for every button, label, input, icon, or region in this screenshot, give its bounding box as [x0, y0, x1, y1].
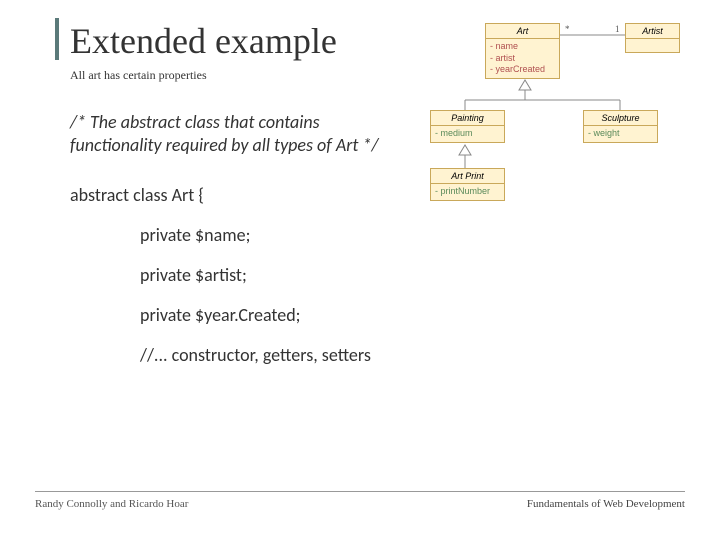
code-line-2: private $name; — [140, 224, 670, 246]
uml-artprint-box: Art Print - printNumber — [430, 168, 505, 201]
accent-bar — [55, 18, 59, 60]
uml-art-attrs: - name - artist - yearCreated — [486, 39, 559, 78]
footer-left: Randy Connolly and Ricardo Hoar — [35, 498, 188, 510]
code-line-3: private $artist; — [140, 264, 670, 286]
uml-painting-box: Painting - medium — [430, 110, 505, 143]
slide: Extended example All art has certain pro… — [0, 0, 720, 540]
assoc-left-label: * — [565, 24, 570, 34]
footer-right: Fundamentals of Web Development — [527, 498, 685, 510]
uml-painting-title: Painting — [431, 111, 504, 126]
code-comment: /* The abstract class that contains func… — [70, 111, 400, 158]
uml-diagram: * 1 Art - name - artist - yearCreated Ar… — [425, 20, 690, 205]
uml-artist-title: Artist — [626, 24, 679, 38]
footer: Randy Connolly and Ricardo Hoar Fundamen… — [35, 491, 685, 510]
uml-artist-box: Artist — [625, 23, 680, 53]
uml-painting-attrs: - medium — [431, 126, 504, 142]
code-line-4: private $year.Created; — [140, 304, 670, 326]
uml-art-title: Art — [486, 24, 559, 39]
uml-sculpture-box: Sculpture - weight — [583, 110, 658, 143]
code-line-5: //... constructor, getters, setters — [140, 344, 670, 366]
uml-artprint-attrs: - printNumber — [431, 184, 504, 200]
uml-sculpture-attrs: - weight — [584, 126, 657, 142]
uml-artprint-title: Art Print — [431, 169, 504, 184]
uml-sculpture-title: Sculpture — [584, 111, 657, 126]
assoc-right-label: 1 — [615, 24, 620, 34]
uml-art-box: Art - name - artist - yearCreated — [485, 23, 560, 79]
